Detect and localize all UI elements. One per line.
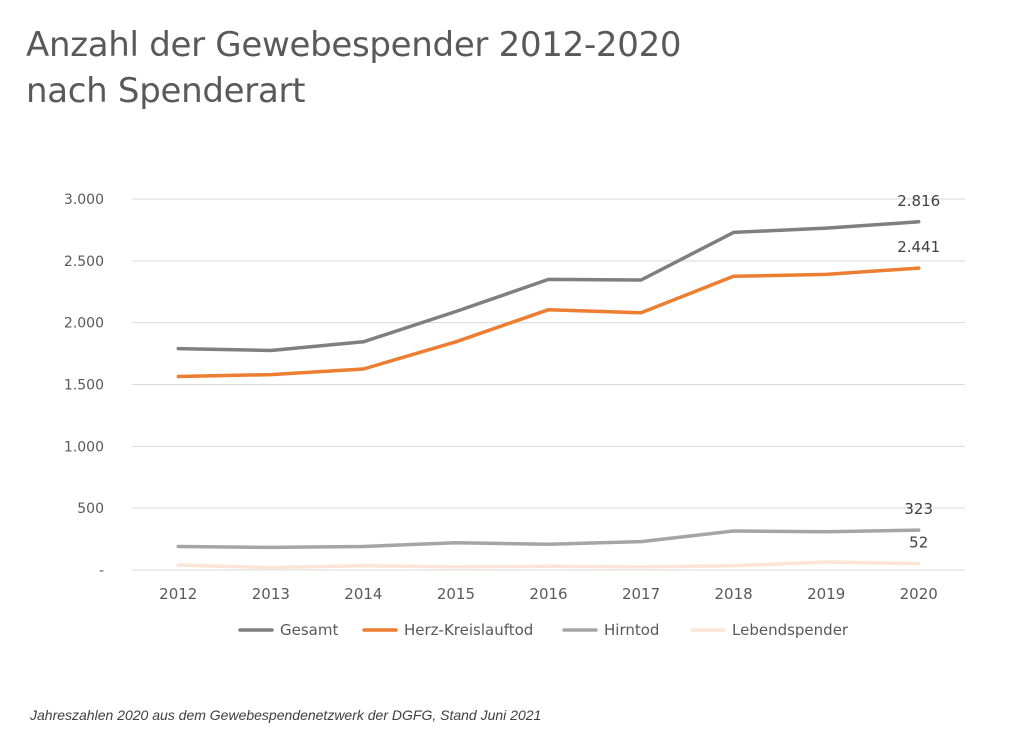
legend-label-gesamt: Gesamt [280, 621, 338, 639]
series-line-hirntod [176, 528, 921, 550]
legend-label-lebendspender: Lebendspender [732, 621, 849, 639]
x-tick-label-2016: 2016 [529, 585, 567, 603]
y-tick-label-1000: 1.000 [64, 439, 104, 455]
series-line-lebendspender [176, 560, 921, 570]
x-tick-label-2018: 2018 [715, 585, 753, 603]
x-axis: 2012 2013 2014 2015 2016 2017 2018 2019 2020 [159, 585, 938, 603]
series-line-herz-kreislauftod [176, 266, 921, 379]
source-footnote: Jahreszahlen 2020 aus dem Gewebespendene… [30, 707, 542, 723]
x-tick-label-2017: 2017 [622, 585, 660, 603]
x-tick-label-2012: 2012 [159, 585, 197, 603]
y-tick-label-2000: 2.000 [64, 316, 104, 332]
legend-label-herz-kreislauftod: Herz-Kreislauftod [404, 621, 533, 639]
chart-title-line-1: Anzahl der Gewebespender 2012-2020 [26, 25, 682, 65]
chart-title: Anzahl der Gewebespender 2012-2020 nach … [26, 22, 682, 114]
data-label-herz-kreislauftod: 2.441 [897, 238, 940, 256]
chart-title-line-2: nach Spenderart [26, 71, 306, 111]
data-label-lebendspender: 52 [909, 534, 928, 552]
x-tick-label-2019: 2019 [807, 585, 845, 603]
legend-label-hirntod: Hirntod [604, 621, 659, 639]
x-tick-label-2015: 2015 [437, 585, 475, 603]
data-label-hirntod: 323 [904, 500, 933, 518]
data-labels: 2.816 2.441 323 52 [897, 192, 940, 552]
x-tick-label-2014: 2014 [344, 585, 382, 603]
y-axis: - 500 1.000 1.500 2.000 2.500 3.000 [64, 192, 104, 579]
y-tick-label-1500: 1.500 [64, 378, 104, 394]
series-lines [176, 220, 921, 570]
y-tick-label-0: - [99, 563, 104, 579]
y-tick-label-2500: 2.500 [64, 254, 104, 270]
y-tick-label-3000: 3.000 [64, 192, 104, 208]
x-tick-label-2013: 2013 [252, 585, 290, 603]
data-label-gesamt: 2.816 [897, 192, 940, 210]
legend: Gesamt Herz-Kreislauftod Hirntod Lebendspen… [238, 621, 849, 639]
x-tick-label-2020: 2020 [900, 585, 938, 603]
y-tick-label-500: 500 [77, 501, 104, 517]
series-line-gesamt [176, 220, 921, 353]
gridlines [132, 198, 965, 571]
